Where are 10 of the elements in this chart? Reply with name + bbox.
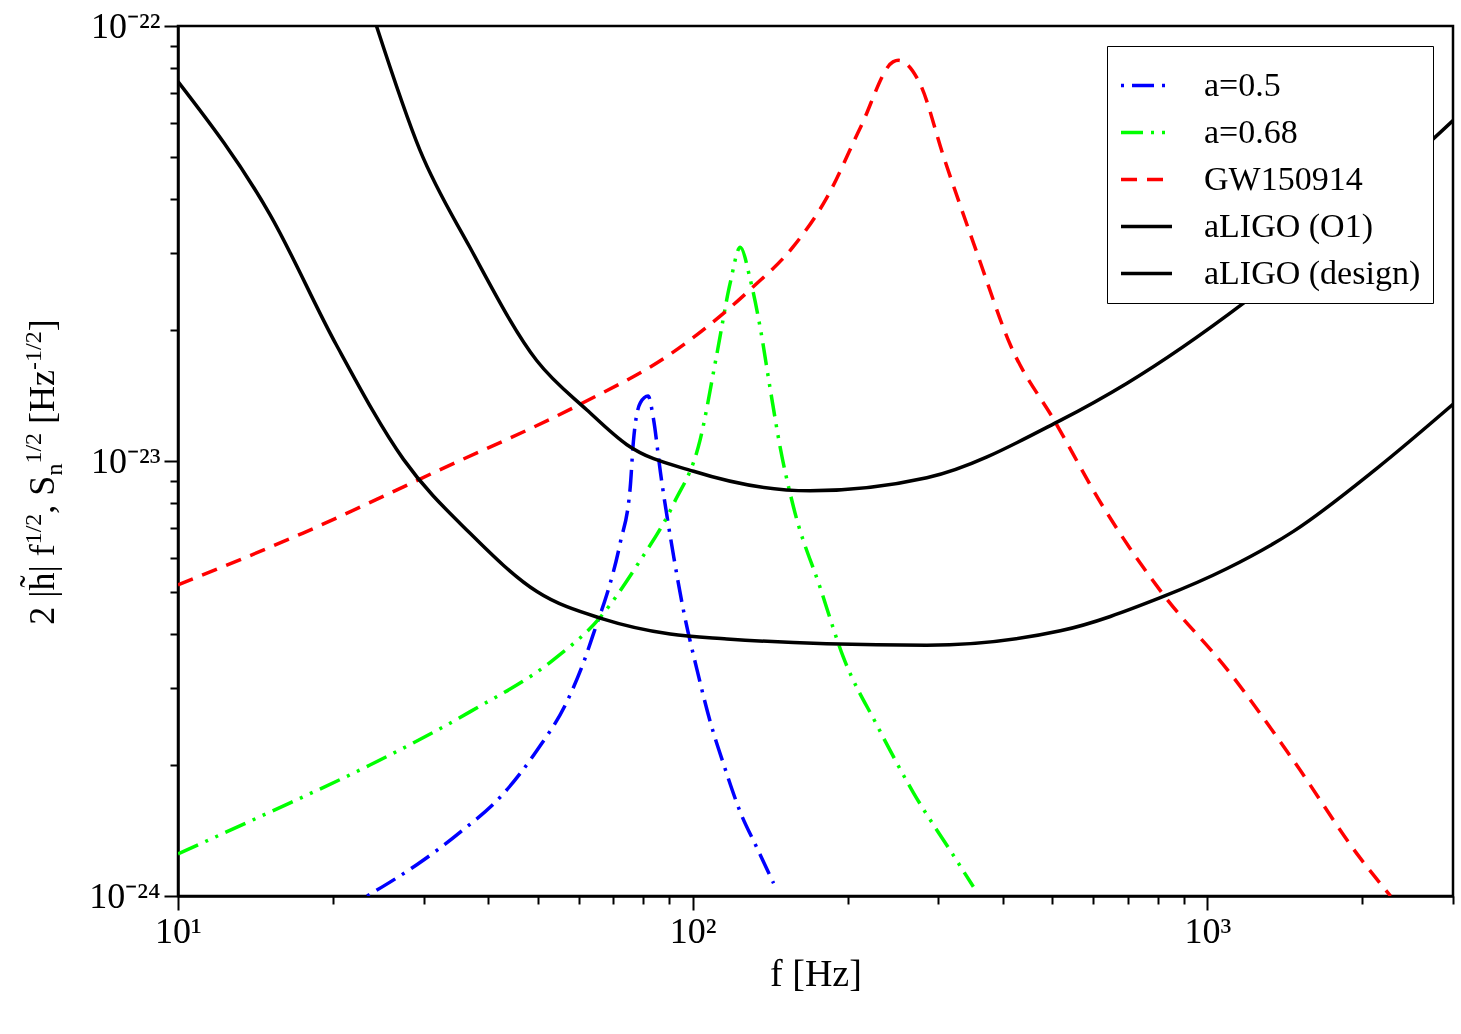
legend-label: aLIGO (design) — [1204, 253, 1421, 292]
legend-label: aLIGO (O1) — [1204, 206, 1373, 245]
legend-label: a=0.68 — [1204, 112, 1298, 150]
x-axis-title: f [Hz] — [770, 951, 862, 994]
x-tick-label: 10² — [669, 910, 717, 951]
legend-label: GW150914 — [1204, 159, 1363, 197]
y-tick-label: 10⁻²³ — [90, 440, 161, 481]
x-tick-label: 10³ — [1184, 910, 1232, 951]
legend-label: a=0.5 — [1204, 65, 1281, 103]
y-tick-label: 10⁻²² — [90, 5, 161, 46]
